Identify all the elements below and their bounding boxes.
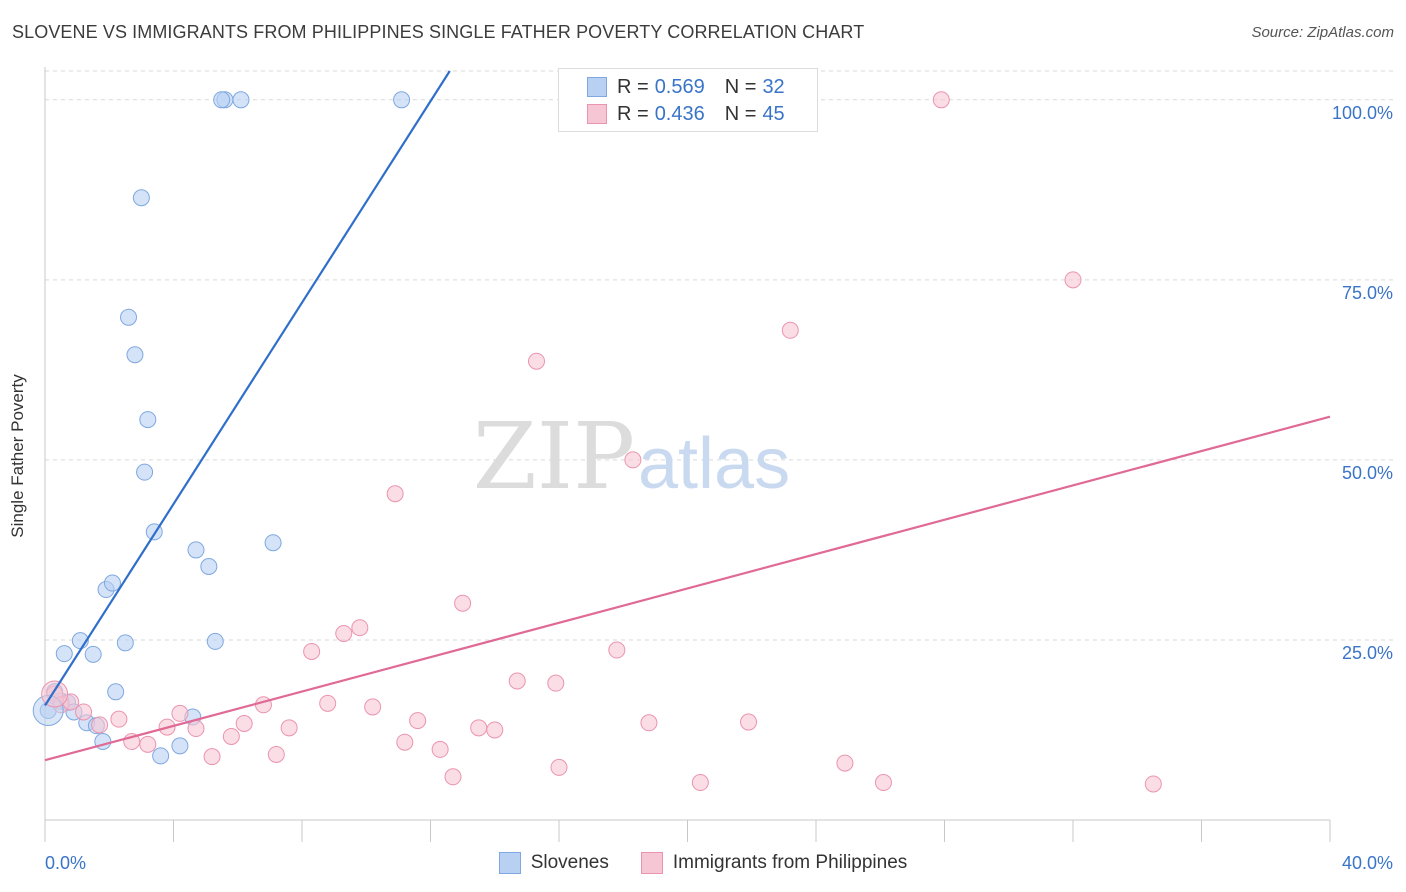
philippines-point — [222, 727, 240, 745]
philippines-point — [254, 696, 272, 714]
legend-swatch-pink — [640, 852, 663, 874]
philippines-point — [1064, 271, 1082, 289]
slovene-point — [213, 91, 231, 109]
philippines-point — [235, 714, 253, 732]
philippines-point — [386, 485, 404, 503]
chart-title: SLOVENE VS IMMIGRANTS FROM PHILIPPINES S… — [12, 22, 865, 42]
y-tick-label: 75.0% — [1342, 283, 1393, 303]
x-tick-label: 0.0% — [45, 853, 86, 873]
slovene-point — [107, 683, 125, 701]
philippines-point — [351, 619, 369, 637]
series-legend: Slovenes Immigrants from Philippines — [0, 852, 1406, 874]
slovene-trend-line — [44, 70, 451, 707]
tick-labels: 25.0% 50.0% 75.0% 100.0% 0.0% 40.0% — [45, 103, 1393, 873]
philippines-point — [431, 740, 449, 758]
philippines-point — [508, 672, 526, 690]
slovene-point — [171, 737, 189, 755]
legend-row-slovenes: R = 0.569 N = 32 — [587, 76, 785, 98]
n-value: 32 — [762, 75, 785, 98]
legend-swatch-blue — [498, 852, 521, 874]
n-value: 45 — [762, 102, 785, 125]
r-value: 0.569 — [654, 75, 705, 98]
gridlines — [45, 70, 1395, 641]
philippines-point — [547, 674, 565, 692]
trend-lines — [44, 70, 1331, 762]
philippines-point — [303, 642, 321, 660]
philippines-point — [91, 716, 109, 734]
slovene-point — [126, 346, 144, 364]
philippines-point — [550, 758, 568, 776]
philippines-point — [470, 719, 488, 737]
slovene-point — [200, 557, 218, 575]
r-value: 0.436 — [654, 102, 705, 125]
philippines-point — [640, 714, 658, 732]
philippines-point — [781, 321, 799, 339]
slovene-point — [132, 189, 150, 207]
philippines-point — [528, 352, 546, 370]
legend-row-philippines: R = 0.436 N = 45 — [587, 103, 785, 125]
philippines-point — [836, 754, 854, 772]
x-tick-label: 40.0% — [1342, 853, 1393, 873]
source-label: Source: ZipAtlas.com — [1251, 24, 1394, 41]
slovene-point — [139, 411, 157, 429]
slovene-point — [232, 91, 250, 109]
legend-item-philippines[interactable]: Immigrants from Philippines — [640, 852, 908, 874]
philippines-point — [280, 719, 298, 737]
philippines-trend-line — [44, 415, 1331, 762]
slovene-point — [84, 645, 102, 663]
philippines-point — [608, 641, 626, 659]
philippines-point — [396, 733, 414, 751]
philippines-point — [171, 704, 189, 722]
philippines-point — [409, 712, 427, 730]
legend-swatch-pink — [587, 104, 607, 124]
legend-swatch-blue — [587, 77, 607, 97]
philippines-point — [740, 713, 758, 731]
legend-label-philippines: Immigrants from Philippines — [672, 852, 908, 873]
philippines-point — [691, 774, 709, 792]
correlation-legend: R = 0.569 N = 32 R = 0.436 N = 45 — [558, 68, 818, 132]
y-axis-label: Single Father Poverty — [8, 374, 27, 538]
philippines-point — [364, 698, 382, 716]
y-tick-label: 50.0% — [1342, 463, 1393, 483]
philippines-point — [444, 768, 462, 786]
r-label: R = — [617, 75, 649, 98]
philippines-point — [335, 624, 353, 642]
slovene-point — [116, 634, 134, 652]
philippines-point — [110, 710, 128, 728]
slovene-point — [120, 308, 138, 326]
slovene-point — [264, 534, 282, 552]
philippines-point — [932, 91, 950, 109]
watermark-atlas: atlas — [638, 424, 790, 504]
slovene-point — [187, 541, 205, 559]
legend-item-slovenes[interactable]: Slovenes — [498, 852, 609, 874]
watermark: ZIP atlas — [473, 403, 790, 510]
watermark-zip: ZIP — [473, 403, 635, 510]
n-label: N = — [724, 102, 757, 125]
philippines-point — [75, 703, 93, 721]
slovene-point — [136, 463, 154, 481]
n-label: N = — [724, 75, 757, 98]
r-label: R = — [617, 102, 649, 125]
philippines-point — [486, 721, 504, 739]
slovene-point — [55, 645, 73, 663]
slovene-point — [206, 632, 224, 650]
slovene-point — [152, 747, 170, 765]
philippines-point — [267, 745, 285, 763]
slovene-point — [103, 574, 121, 592]
philippines-point — [139, 735, 157, 753]
y-tick-label: 100.0% — [1332, 103, 1393, 123]
slovene-point — [393, 91, 411, 109]
philippines-point — [187, 720, 205, 738]
legend-label-slovenes: Slovenes — [530, 852, 609, 873]
philippines-point — [319, 694, 337, 712]
y-tick-label: 25.0% — [1342, 643, 1393, 663]
philippines-point — [203, 748, 221, 766]
philippines-point — [624, 451, 642, 469]
philippines-point — [454, 594, 472, 612]
philippines-point — [874, 774, 892, 792]
philippines-point — [1144, 775, 1162, 793]
